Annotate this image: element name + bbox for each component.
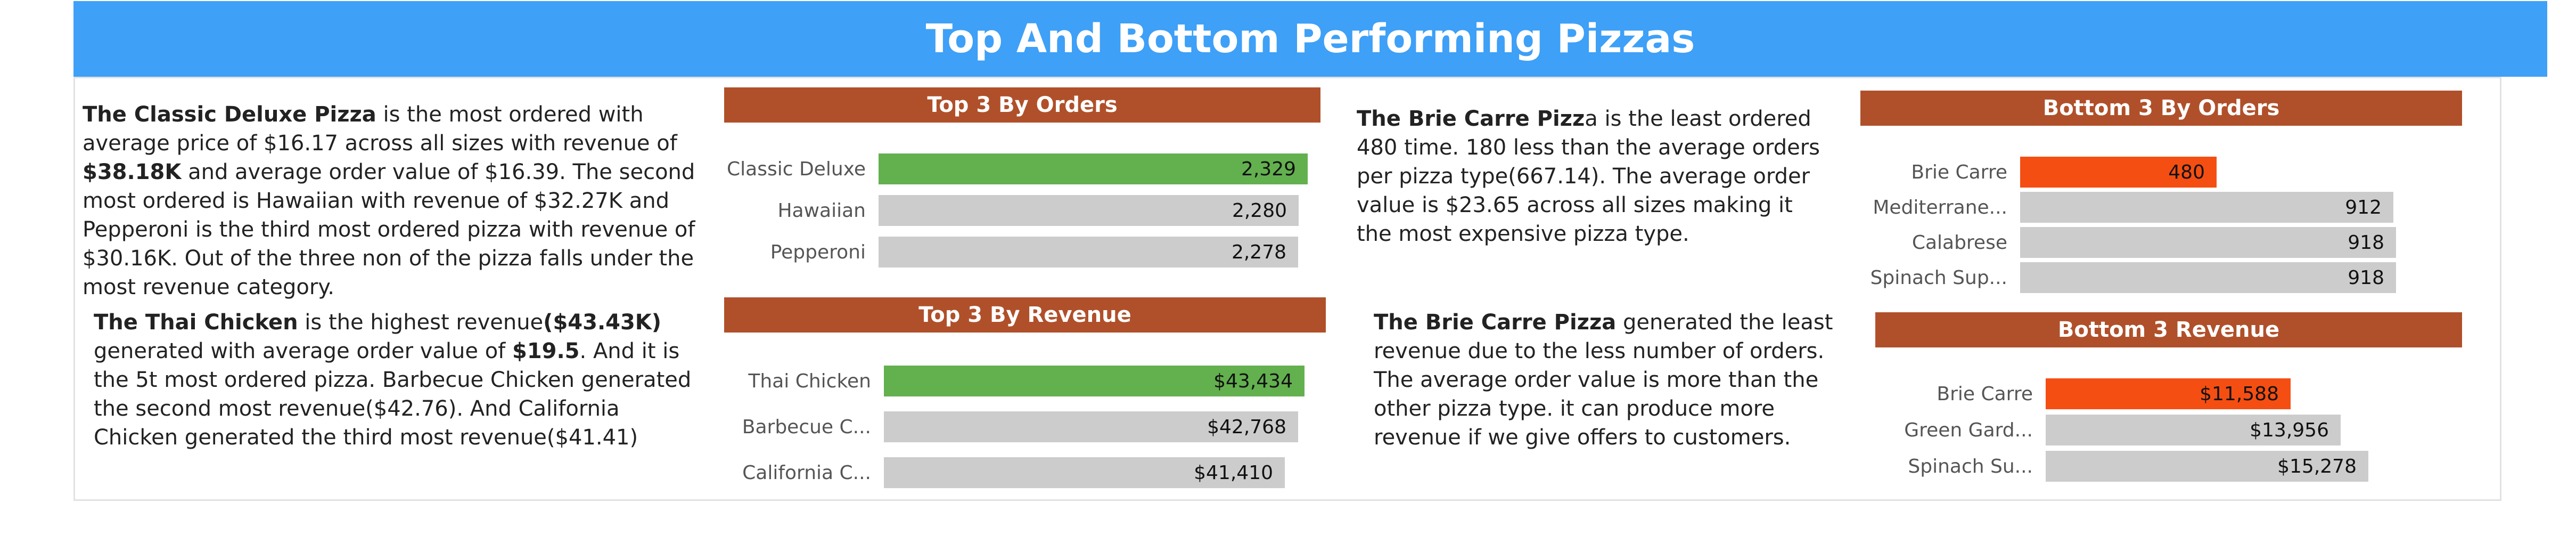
bar: $43,434 — [884, 366, 1305, 396]
summary-bold: $38.18K — [83, 160, 182, 184]
data-label: $13,956 — [2250, 419, 2329, 441]
bar-row: Brie Carre $11,588 — [1875, 378, 2462, 409]
dashboard-header: Top And Bottom Performing Pizzas — [73, 1, 2547, 77]
chart-title: Top 3 By Revenue — [724, 297, 1326, 333]
chart-title: Top 3 By Orders — [724, 87, 1320, 123]
summary-bold: The Classic Deluxe Pizza — [83, 102, 376, 127]
bar-row: Thai Chicken $43,434 — [724, 366, 1326, 396]
bar: $13,956 — [2046, 415, 2341, 445]
bar-row: Classic Deluxe 2,329 — [724, 153, 1320, 184]
category-label: Mediterrane... — [1873, 196, 2007, 218]
bar-row: Green Gard... $13,956 — [1875, 415, 2462, 445]
bar-row: Calabrese 918 — [1860, 227, 2462, 258]
bar: $41,410 — [884, 457, 1285, 488]
bar: $42,768 — [884, 411, 1298, 442]
bar: 918 — [2020, 227, 2396, 258]
bar-row: California C... $41,410 — [724, 457, 1326, 488]
bottom-revenue-chart: Bottom 3 Revenue Brie Carre $11,588 Green … — [1875, 312, 2462, 488]
category-label: Classic Deluxe — [727, 158, 866, 180]
summary-bold: The Brie Carre Pizz — [1357, 107, 1585, 131]
chart-title: Bottom 3 Revenue — [1875, 312, 2462, 347]
data-label: $15,278 — [2277, 455, 2357, 477]
content-panel — [73, 77, 2501, 501]
bar-row: Spinach Su... $15,278 — [1875, 451, 2462, 482]
summary-bold: $19.5 — [512, 339, 580, 363]
category-label: Spinach Sup... — [1870, 266, 2007, 289]
bar: $15,278 — [2046, 451, 2368, 482]
data-label: 2,278 — [1231, 241, 1286, 263]
summary-text: a is the least ordered 480 time. 180 les… — [1357, 107, 1820, 246]
summary-text: is the highest revenue — [298, 310, 544, 335]
top-revenue-chart: Top 3 By Revenue Thai Chicken $43,434 Barb… — [724, 297, 1326, 500]
summary-text: generated with average order value of — [94, 339, 512, 363]
bar: 912 — [2020, 192, 2393, 223]
bottom-orders-chart: Bottom 3 By Orders Brie Carre 480 Mediterr… — [1860, 91, 2462, 293]
category-label: Thai Chicken — [748, 370, 871, 392]
summary-text: and average order value of $16.39. The s… — [83, 160, 695, 299]
summary-text: . And it is the 5t most ordered pizza. B… — [94, 339, 692, 450]
data-label: $42,768 — [1207, 416, 1286, 438]
category-label: Spinach Su... — [1908, 455, 2033, 477]
bar: $11,588 — [2046, 378, 2291, 409]
category-label: Brie Carre — [1937, 383, 2033, 405]
category-label: California C... — [742, 461, 871, 484]
bar: 2,329 — [879, 153, 1308, 184]
summary-bold: The Brie Carre Pizza — [1374, 310, 1617, 335]
data-label: $11,588 — [2200, 383, 2279, 405]
chart-title: Bottom 3 By Orders — [1860, 91, 2462, 126]
bar-row: Brie Carre 480 — [1860, 157, 2462, 188]
summary-text: generated the least revenue due to the l… — [1374, 310, 1833, 450]
summary-bold: ($43.43K) — [543, 310, 662, 335]
data-label: 2,280 — [1232, 199, 1287, 222]
bar: 2,278 — [879, 237, 1298, 268]
category-label: Brie Carre — [1911, 161, 2007, 183]
category-label: Green Gard... — [1904, 419, 2033, 441]
data-label: $43,434 — [1213, 370, 1293, 392]
bar: 480 — [2020, 157, 2217, 188]
top-orders-chart: Top 3 By Orders Classic Deluxe 2,329 Hawai… — [724, 87, 1320, 274]
category-label: Calabrese — [1912, 231, 2007, 254]
bottom-orders-summary: The Brie Carre Pizza is the least ordere… — [1357, 104, 1825, 248]
category-label: Pepperoni — [770, 241, 866, 263]
top-orders-summary: The Classic Deluxe Pizza is the most ord… — [83, 100, 700, 302]
bar-row: Hawaiian 2,280 — [724, 195, 1320, 226]
data-label: 2,329 — [1241, 158, 1296, 180]
summary-text: is the most ordered with average price o… — [83, 102, 677, 156]
data-label: 912 — [2345, 196, 2382, 218]
bar-row: Spinach Sup... 918 — [1860, 262, 2462, 293]
bottom-revenue-summary: The Brie Carre Pizza generated the least… — [1374, 308, 1842, 452]
page-title: Top And Bottom Performing Pizzas — [925, 16, 1695, 62]
data-label: 480 — [2168, 161, 2205, 183]
summary-bold: The Thai Chicken — [94, 310, 298, 335]
bar-row: Pepperoni 2,278 — [724, 237, 1320, 268]
data-label: 918 — [2348, 266, 2384, 289]
category-label: Barbecue C... — [742, 416, 871, 438]
top-revenue-summary: The Thai Chicken is the highest revenue(… — [94, 308, 701, 452]
bar-row: Mediterrane... 912 — [1860, 192, 2462, 223]
category-label: Hawaiian — [777, 199, 866, 222]
bar: 2,280 — [879, 195, 1299, 226]
bar-row: Barbecue C... $42,768 — [724, 411, 1326, 442]
data-label: $41,410 — [1194, 461, 1273, 484]
bar: 918 — [2020, 262, 2396, 293]
data-label: 918 — [2348, 231, 2384, 254]
